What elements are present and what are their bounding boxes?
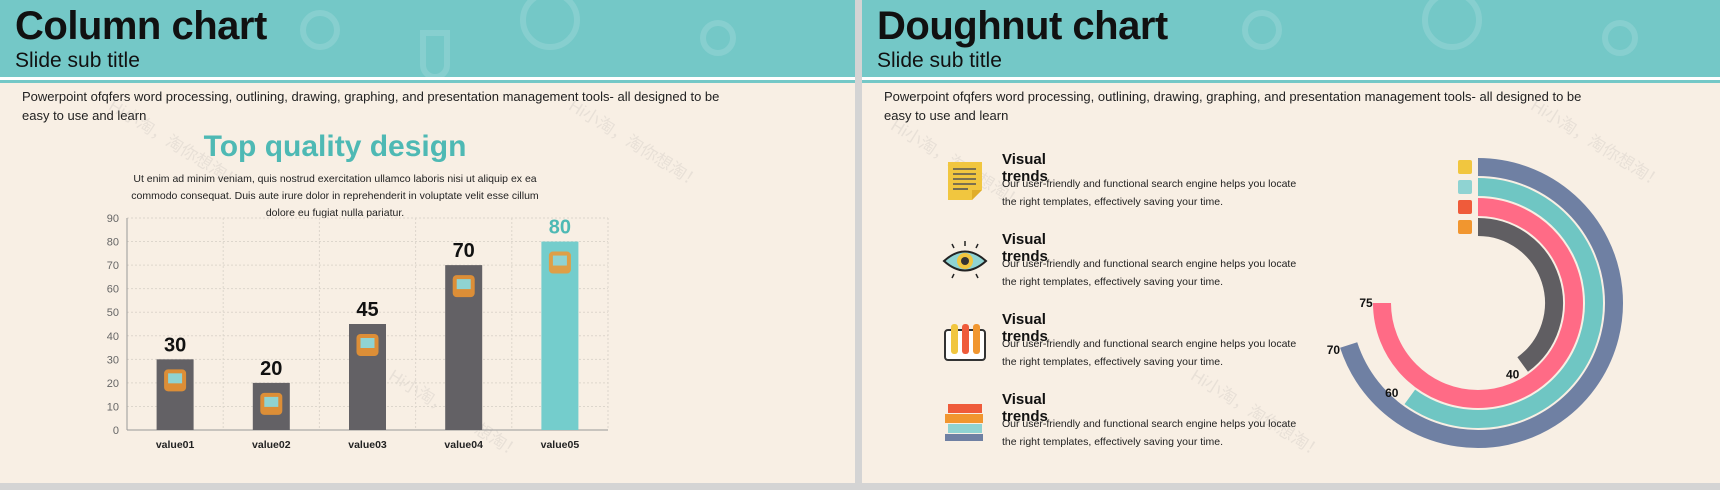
item-title: Visual trends (1002, 151, 1048, 185)
ring-document (1340, 158, 1623, 448)
flask-icon (452, 275, 475, 298)
eye-icon (1458, 180, 1472, 194)
divider-line (0, 80, 855, 83)
item-description: Our user-friendly and functional search … (1002, 338, 1297, 368)
item-title: Visual trends (1002, 311, 1048, 345)
slide-subtitle: Slide sub title (15, 49, 140, 72)
books-icon (1458, 220, 1472, 234)
item-title: Visual trends (1002, 231, 1048, 265)
y-tick-label: 0 (113, 425, 119, 437)
ring-eye (1404, 178, 1603, 428)
ring-label: 40 (1506, 367, 1520, 381)
y-tick-label: 40 (107, 331, 119, 343)
books-icon (945, 404, 983, 441)
slide-column-chart[interactable]: Column chart Slide sub title Powerpoint … (0, 0, 855, 483)
document-icon (948, 162, 982, 200)
y-tick-label: 90 (107, 213, 119, 225)
item-title: Visual trends (1002, 391, 1048, 425)
data-label: 20 (260, 358, 282, 380)
item-description: Our user-friendly and functional search … (1002, 418, 1297, 448)
data-label: 70 (453, 240, 475, 262)
ring-label: 70 (1327, 343, 1341, 357)
slide-doughnut-chart[interactable]: Doughnut chart Slide sub title Powerpoin… (862, 0, 1720, 483)
y-tick-label: 60 (107, 284, 119, 296)
x-tick-label: value04 (444, 439, 483, 451)
item-description: Our user-friendly and functional search … (1002, 178, 1297, 208)
y-tick-label: 70 (107, 260, 119, 272)
y-tick-label: 80 (107, 237, 119, 249)
item-description: Our user-friendly and functional search … (1002, 258, 1297, 288)
y-tick-label: 20 (107, 378, 119, 390)
x-tick-label: value03 (348, 439, 387, 451)
slide-subtitle: Slide sub title (877, 49, 1002, 72)
header-band (862, 0, 1720, 77)
divider-line (862, 80, 1720, 83)
body-text: Powerpoint ofqfers word processing, outl… (884, 89, 1582, 123)
header-band (0, 0, 855, 77)
microscope-icon (164, 369, 187, 392)
slide-title: Column chart (15, 4, 267, 48)
y-tick-label: 10 (107, 401, 119, 413)
dna-icon (260, 392, 283, 415)
x-tick-label: value02 (252, 439, 291, 451)
chart-description: Ut enim ad minim veniam, quis nostrud ex… (131, 173, 539, 219)
test-tubes-icon (1458, 200, 1472, 214)
slide-title: Doughnut chart (877, 4, 1168, 48)
computer-icon (356, 334, 379, 356)
ring-label: 60 (1385, 386, 1399, 400)
ring-books (1477, 218, 1563, 372)
body-text: Powerpoint ofqfers word processing, outl… (22, 89, 720, 123)
data-label: 45 (356, 299, 378, 321)
data-label: 30 (164, 334, 186, 356)
chart-heading: Top quality design (203, 130, 467, 163)
divider-line (0, 77, 855, 80)
test-tubes-icon (548, 251, 571, 274)
test-tubes-icon (944, 324, 986, 361)
y-tick-label: 50 (107, 307, 119, 319)
column-chart: 0 10 20 30 40 50 60 70 80 90 30 value01 20 value02 45 v… (107, 213, 609, 451)
x-tick-label: value05 (541, 439, 580, 451)
ring-test-tubes (1373, 198, 1583, 408)
ring-label: 75 (1359, 296, 1373, 310)
x-tick-label: value01 (156, 439, 195, 451)
document-icon (1458, 160, 1472, 174)
eye-icon (942, 241, 988, 279)
data-label: 80 (549, 217, 571, 239)
y-tick-label: 30 (107, 354, 119, 366)
divider-line (862, 77, 1720, 80)
